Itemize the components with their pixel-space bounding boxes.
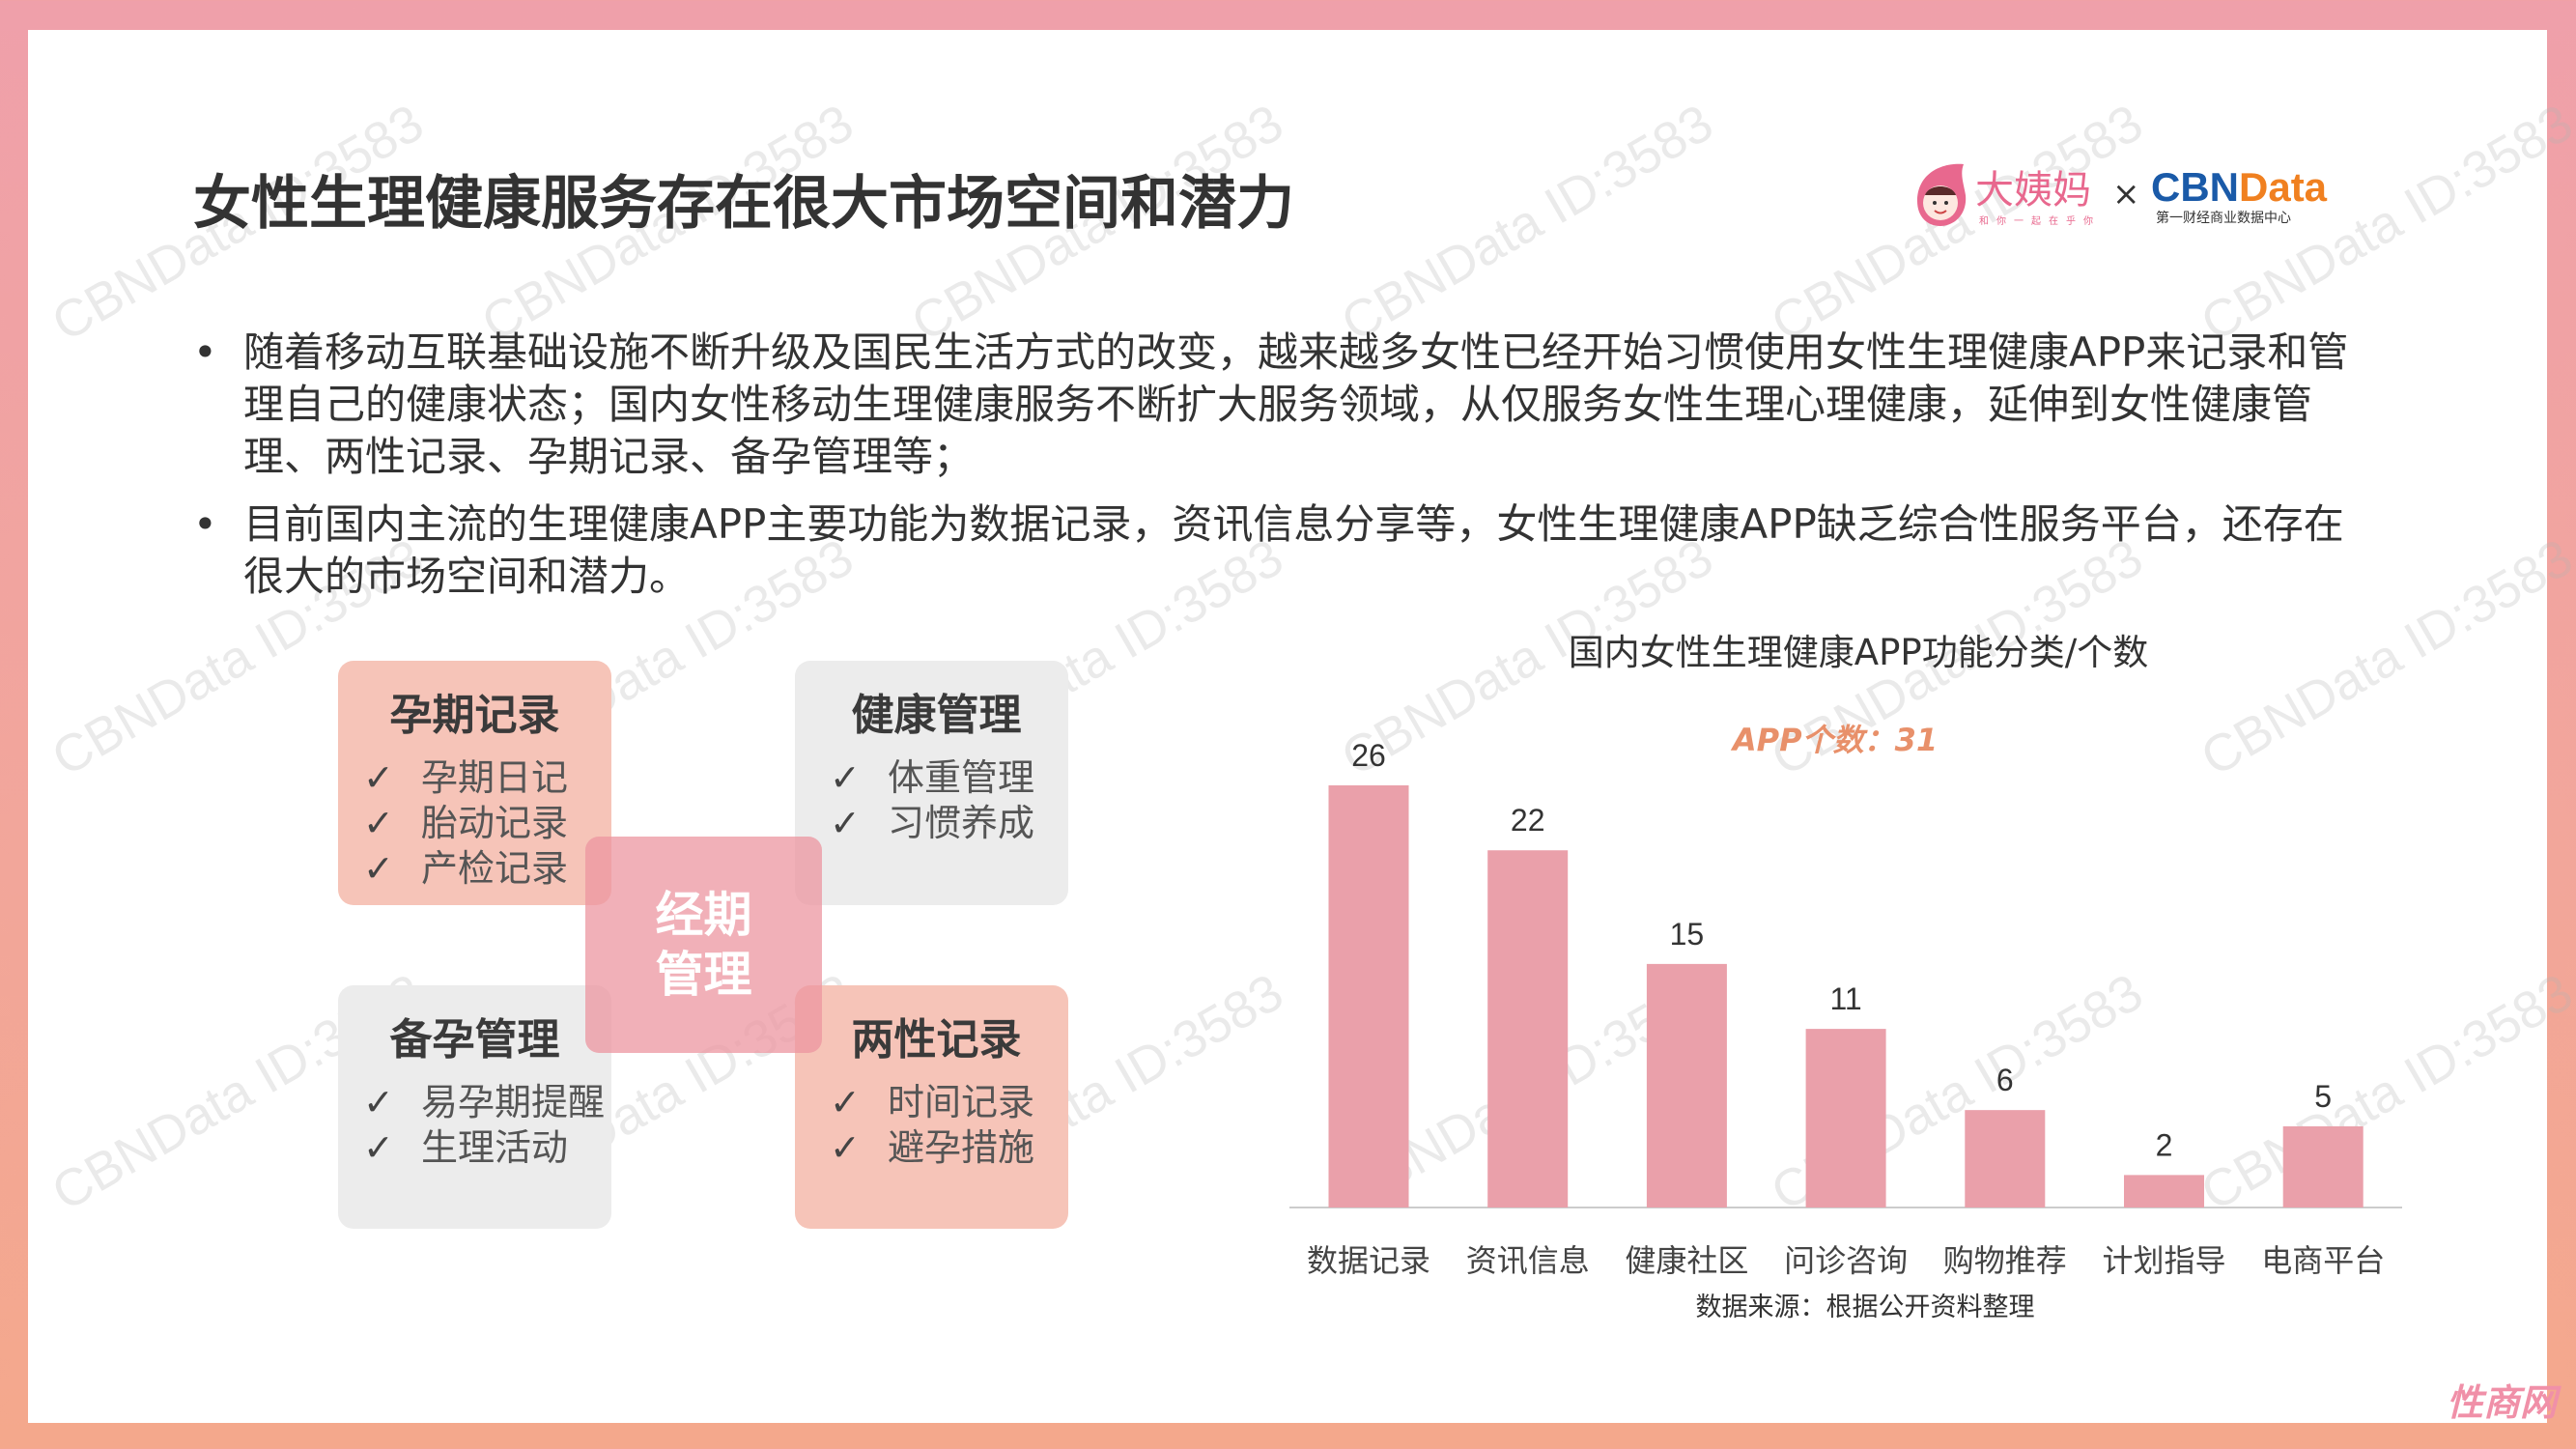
check-icon: ✓ bbox=[363, 756, 394, 799]
category-label: 计划指导 bbox=[2102, 1242, 2225, 1279]
item-label: 避孕措施 bbox=[888, 1126, 1035, 1169]
list-item: ✓ 避孕措施 bbox=[805, 1125, 1068, 1171]
data-label: 15 bbox=[1670, 917, 1705, 952]
list-item: ✓ 产检记录 bbox=[338, 846, 611, 892]
list-item: ✓ 习惯养成 bbox=[805, 801, 1068, 846]
box-title: 健康管理 bbox=[851, 691, 1022, 740]
box-pregnancy-record: 孕期记录 ✓ 孕期日记 ✓ 胎动记录 ✓ 产检记录 bbox=[338, 661, 611, 905]
box-title: 孕期记录 bbox=[389, 691, 560, 740]
corner-logo: 性商网 bbox=[2447, 1381, 2562, 1424]
item-label: 胎动记录 bbox=[421, 802, 569, 844]
item-label: 生理活动 bbox=[421, 1126, 569, 1169]
check-icon: ✓ bbox=[830, 1126, 861, 1169]
category-label: 电商平台 bbox=[2261, 1242, 2385, 1279]
bullet-list: • 随着移动互联基础设施不断升级及国民生活方式的改变，越来越多女性已经开始习惯使用… bbox=[193, 327, 2357, 603]
bar-5 bbox=[2124, 1175, 2204, 1208]
chart-title: 国内女性生理健康APP功能分类/个数 bbox=[1569, 632, 2148, 673]
bar-2 bbox=[1646, 963, 1727, 1208]
center-menstrual-management: 经期 管理 bbox=[585, 837, 822, 1053]
chart-source: 数据来源：根据公开资料整理 bbox=[1696, 1293, 2035, 1322]
item-label: 时间记录 bbox=[888, 1081, 1035, 1123]
data-label: 11 bbox=[1829, 981, 1861, 1016]
box-health-management: 健康管理 ✓ 体重管理 ✓ 习惯养成 bbox=[795, 661, 1068, 905]
check-icon: ✓ bbox=[363, 847, 394, 890]
check-icon: ✓ bbox=[363, 1081, 394, 1123]
bullet-text: 目前国内主流的生理健康APP主要功能为数据记录，资讯信息分享等，女性生理健康AP… bbox=[243, 500, 2344, 600]
check-icon: ✓ bbox=[830, 802, 861, 844]
category-label: 购物推荐 bbox=[1943, 1242, 2067, 1279]
box-title: 备孕管理 bbox=[389, 1015, 560, 1065]
list-item: ✓ 时间记录 bbox=[805, 1080, 1068, 1125]
item-label: 易孕期提醒 bbox=[421, 1081, 606, 1123]
data-label: 26 bbox=[1351, 738, 1386, 773]
list-item: ✓ 生理活动 bbox=[338, 1125, 611, 1171]
data-label: 2 bbox=[2156, 1127, 2173, 1162]
page-title: 女性生理健康服务存在很大市场空间和潜力 bbox=[193, 170, 1294, 238]
category-label: 资讯信息 bbox=[1466, 1242, 1590, 1279]
list-item: ✓ 体重管理 bbox=[805, 755, 1068, 801]
bullet-dot: • bbox=[193, 328, 217, 376]
category-label: 数据记录 bbox=[1307, 1242, 1430, 1279]
bar-6 bbox=[2282, 1125, 2364, 1208]
logo: 大姨妈 和你一起在乎你 × CBNData 第一财经商业数据中心 bbox=[1910, 155, 2354, 232]
item-label: 习惯养成 bbox=[888, 802, 1035, 844]
item-label: 产检记录 bbox=[421, 847, 569, 890]
chart-annotation: APP个数：31 bbox=[1730, 722, 1938, 758]
box-pre-pregnancy: 备孕管理 ✓ 易孕期提醒 ✓ 生理活动 bbox=[338, 985, 611, 1229]
bar-4 bbox=[1965, 1110, 2046, 1208]
list-item: ✓ 胎动记录 bbox=[338, 801, 611, 846]
brand1-text: 大姨妈 bbox=[1975, 168, 2091, 213]
svg-text:×: × bbox=[2112, 175, 2140, 213]
dayima-face-icon: 大姨妈 和你一起在乎你 × CBNData 第一财经商业数据中心 bbox=[1917, 163, 2328, 227]
data-label: 22 bbox=[1511, 803, 1545, 838]
bar-3 bbox=[1805, 1029, 1886, 1208]
check-icon: ✓ bbox=[363, 802, 394, 844]
category-label: 问诊咨询 bbox=[1784, 1242, 1908, 1279]
svg-text:CBNData: CBNData bbox=[2151, 164, 2328, 210]
data-label: 6 bbox=[1996, 1063, 2014, 1097]
bullet-item: • 随着移动互联基础设施不断升级及国民生活方式的改变，越来越多女性已经开始习惯使用… bbox=[193, 327, 2357, 483]
list-item: ✓ 孕期日记 bbox=[338, 755, 611, 801]
box-sexual-record: 两性记录 ✓ 时间记录 ✓ 避孕措施 bbox=[795, 985, 1068, 1229]
svg-text:第一财经商业数据中心: 第一财经商业数据中心 bbox=[2156, 210, 2291, 226]
item-label: 体重管理 bbox=[888, 756, 1035, 799]
bar-0 bbox=[1328, 785, 1409, 1208]
category-label: 健康社区 bbox=[1625, 1242, 1748, 1279]
bar-1 bbox=[1487, 850, 1569, 1208]
item-label: 孕期日记 bbox=[421, 756, 569, 799]
check-icon: ✓ bbox=[363, 1126, 394, 1169]
bullet-item: • 目前国内主流的生理健康APP主要功能为数据记录，资讯信息分享等，女性生理健康A… bbox=[193, 498, 2357, 603]
bullet-text: 随着移动互联基础设施不断升级及国民生活方式的改变，越来越多女性已经开始习惯使用女… bbox=[243, 328, 2349, 480]
list-item: ✓ 易孕期提醒 bbox=[338, 1080, 611, 1125]
data-label: 5 bbox=[2314, 1079, 2332, 1114]
svg-text:和你一起在乎你: 和你一起在乎你 bbox=[1979, 214, 2101, 227]
check-icon: ✓ bbox=[830, 756, 861, 799]
bullet-dot: • bbox=[193, 500, 217, 548]
box-title: 两性记录 bbox=[851, 1015, 1022, 1065]
check-icon: ✓ bbox=[830, 1081, 861, 1123]
